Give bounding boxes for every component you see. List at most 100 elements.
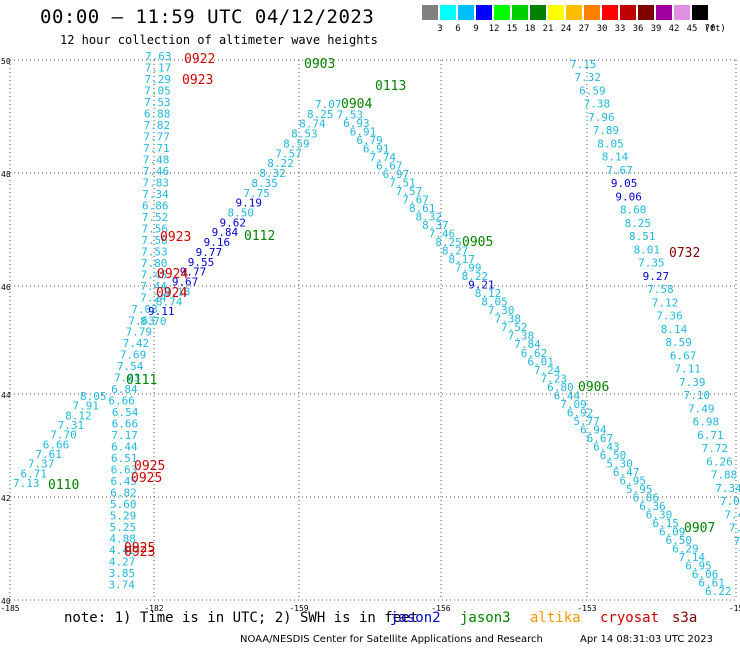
wave-height-reading: 6.66 bbox=[108, 395, 135, 408]
wave-height-reading: 7.38 bbox=[494, 313, 521, 326]
wave-height-reading: 7.57 bbox=[275, 147, 302, 160]
wave-height-reading: 6.15 bbox=[652, 517, 679, 530]
wave-height-reading: 7.30 bbox=[488, 304, 515, 317]
legend-swatch bbox=[584, 5, 600, 20]
wave-height-reading: 7.05 bbox=[144, 84, 171, 97]
wave-height-reading: 5.60 bbox=[110, 498, 137, 511]
wave-height-reading: 7.38 bbox=[508, 330, 535, 343]
wave-height-reading: 6.22 bbox=[705, 585, 732, 598]
wave-height-reading: 6.09 bbox=[659, 525, 686, 538]
wave-height-reading: 8.18 bbox=[164, 285, 191, 298]
legend-label: 3 bbox=[437, 24, 443, 34]
wave-height-reading: 4.88 bbox=[109, 533, 136, 546]
wave-height-reading: 8.70 bbox=[140, 315, 167, 328]
legend-swatch bbox=[476, 5, 492, 20]
longitude-tick: -153 bbox=[577, 604, 596, 613]
wave-height-reading: 9.77 bbox=[196, 246, 223, 259]
wave-height-reading: 6.86 bbox=[142, 199, 169, 212]
wave-height-reading: 6.93 bbox=[343, 117, 370, 130]
pass-time-label: 0906 bbox=[578, 380, 609, 395]
wave-height-reading: 6.97 bbox=[383, 168, 410, 181]
wave-height-reading: 7.15 bbox=[570, 58, 597, 71]
wave-height-reading: 7.67 bbox=[606, 164, 633, 177]
wave-height-reading: 7.03 bbox=[114, 372, 140, 385]
wave-height-reading: 6.59 bbox=[579, 84, 606, 97]
wave-height-reading: 8.14 bbox=[602, 151, 629, 164]
wave-height-reading: 7.01 bbox=[720, 495, 740, 508]
wave-height-reading: 8.25 bbox=[435, 236, 462, 249]
latitude-tick: 42 bbox=[1, 494, 11, 503]
wave-height-reading: 7.17 bbox=[145, 61, 172, 74]
pass-time-label: 0905 bbox=[462, 235, 493, 250]
wave-height-reading: 7.61 bbox=[35, 448, 62, 461]
wave-height-reading: 8.32 bbox=[259, 167, 286, 180]
legend-label: 39 bbox=[650, 24, 662, 34]
legend-s3a: s3a bbox=[672, 610, 698, 626]
legend-label: 21 bbox=[542, 24, 554, 34]
wave-height-reading: 7.53 bbox=[141, 245, 168, 258]
wave-height-reading: 6.66 bbox=[43, 438, 70, 451]
wave-height-reading: 7.46 bbox=[429, 228, 456, 241]
pass-time-label: 0923 bbox=[160, 230, 191, 245]
wave-height-reading: 7.63 bbox=[128, 314, 155, 327]
wave-height-reading: 8.12 bbox=[65, 409, 92, 422]
wave-height-reading: 7.36 bbox=[656, 310, 683, 323]
wave-height-reading: 6.71 bbox=[697, 429, 724, 442]
wave-height-reading: 7.32 bbox=[575, 71, 602, 84]
wave-height-reading: 6.92 bbox=[567, 406, 594, 419]
pass-time-label: 0903 bbox=[304, 57, 335, 72]
wave-height-reading: 7.82 bbox=[144, 119, 171, 132]
wave-height-reading: 8.12 bbox=[475, 287, 502, 300]
wave-height-reading: 5.95 bbox=[626, 483, 653, 496]
pass-time-label: 0925 bbox=[124, 541, 155, 556]
wave-height-reading: 7.63 bbox=[145, 50, 172, 63]
wave-height-reading: 8.25 bbox=[624, 217, 651, 230]
legend-altika: altika bbox=[530, 610, 581, 626]
wave-height-reading: 6.26 bbox=[706, 455, 733, 468]
wave-height-reading: 6.01 bbox=[527, 355, 554, 368]
wave-height-reading: 6.50 bbox=[666, 534, 693, 547]
wave-height-reading: 6.82 bbox=[110, 487, 137, 500]
wave-height-reading: 8.59 bbox=[283, 137, 310, 150]
wave-height-reading: 3.85 bbox=[109, 567, 136, 580]
wave-height-reading: 8.22 bbox=[267, 157, 294, 170]
wave-height-reading: 6.98 bbox=[693, 416, 720, 429]
wave-height-reading: 7.53 bbox=[144, 96, 171, 109]
wave-height-reading: 7.83 bbox=[142, 176, 169, 189]
wave-height-reading: 6.79 bbox=[356, 134, 383, 147]
chart-subtitle: 12 hour collection of altimeter wave hei… bbox=[60, 33, 378, 47]
wave-height-reading: 8.27 bbox=[442, 245, 469, 258]
wave-height-reading: 7.51 bbox=[389, 177, 416, 190]
wave-height-reading: 6.91 bbox=[363, 143, 390, 156]
wave-height-reading: 7.56 bbox=[142, 222, 169, 235]
longitude-tick: -182 bbox=[144, 604, 163, 613]
wave-height-reading: 6.84 bbox=[111, 383, 138, 396]
pass-time-label: 0112 bbox=[244, 229, 275, 244]
wave-height-reading: 7.74 bbox=[369, 151, 396, 164]
legend-label: 30 bbox=[596, 24, 608, 34]
wave-height-reading: 6.95 bbox=[685, 559, 712, 572]
wave-height-reading: 9.06 bbox=[615, 190, 642, 203]
wave-height-reading: 6.66 bbox=[112, 418, 139, 431]
chart-title: 00:00 – 11:59 UTC 04/12/2023 bbox=[40, 6, 375, 28]
wave-height-reading: 9.21 bbox=[468, 279, 495, 292]
wave-height-reading: 8.22 bbox=[462, 270, 489, 283]
wave-height-reading: 8.17 bbox=[448, 253, 475, 266]
wave-height-reading: 7.34 bbox=[715, 482, 740, 495]
wave-height-reading: 7.49 bbox=[688, 402, 715, 415]
pass-time-label: 0907 bbox=[684, 521, 715, 536]
wave-height-reading: 6.67 bbox=[587, 432, 614, 445]
legend-swatch bbox=[602, 5, 618, 20]
longitude-tick: -156 bbox=[431, 604, 450, 613]
wave-height-reading: 6.71 bbox=[20, 467, 46, 480]
wave-height-reading: 9.05 bbox=[611, 177, 638, 190]
pass-time-label: 0923 bbox=[124, 545, 155, 560]
latitude-tick: 50 bbox=[1, 57, 11, 66]
wave-height-reading: 7.12 bbox=[652, 296, 679, 309]
wave-height-reading: 6.47 bbox=[613, 466, 640, 479]
wave-height-reading: 7.89 bbox=[593, 124, 620, 137]
wave-height-reading: 8.74 bbox=[156, 295, 183, 308]
latitude-tick: 46 bbox=[1, 283, 11, 292]
wave-height-reading: 7.70 bbox=[50, 429, 77, 442]
wave-height-reading: 6.50 bbox=[600, 449, 627, 462]
